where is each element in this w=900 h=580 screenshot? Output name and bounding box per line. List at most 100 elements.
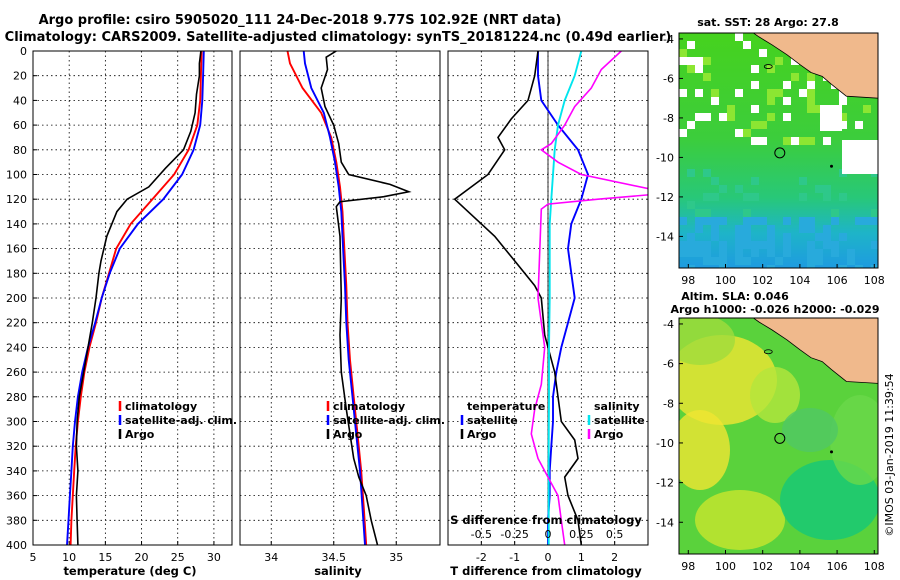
sst-pixel xyxy=(687,249,695,257)
temperature-legend-label: Argo xyxy=(125,428,155,441)
sst-pixel xyxy=(783,137,791,145)
sst-pixel xyxy=(831,249,839,257)
sst-pixel xyxy=(711,233,719,241)
sst-pixel xyxy=(855,265,863,268)
sst-pixel xyxy=(735,249,743,257)
map-lat-tick-label: -6 xyxy=(663,358,674,371)
sst-pixel xyxy=(815,257,823,265)
sla-anomaly-blob xyxy=(830,395,878,485)
sst-pixel xyxy=(695,57,703,65)
depth-tick-label: 220 xyxy=(6,317,27,330)
sst-pixel xyxy=(687,121,695,129)
difference-panel-frame xyxy=(447,50,649,546)
sst-pixel xyxy=(815,233,823,241)
christmas-island xyxy=(830,164,834,168)
sst-pixel xyxy=(719,113,727,121)
sst-pixel xyxy=(711,217,719,225)
sst-pixel xyxy=(751,137,759,145)
x-tick-label: -1 xyxy=(509,551,520,564)
series-line-t-satellite xyxy=(537,51,590,545)
sst-pixel xyxy=(871,241,878,249)
map-lat-tick-label: -12 xyxy=(656,191,674,204)
map-lon-tick-label: 108 xyxy=(864,274,885,287)
sst-pixel xyxy=(735,33,743,41)
sst-land xyxy=(752,33,878,99)
s-legend-header: salinity xyxy=(594,400,640,413)
x-tick-label: 34 xyxy=(264,551,278,564)
sst-pixel xyxy=(751,65,759,73)
sst-pixel xyxy=(839,97,847,105)
sst-pixel xyxy=(767,113,775,121)
sst-pixel xyxy=(751,249,759,257)
series-line-satellite-adj-clim- xyxy=(66,51,205,545)
sst-pixel xyxy=(823,185,831,193)
sst-pixel xyxy=(719,257,727,265)
sst-pixel xyxy=(679,241,687,249)
sst-pixel xyxy=(703,249,711,257)
sst-pixel xyxy=(711,193,719,201)
s-diff-tick-label: 0 xyxy=(545,528,552,541)
depth-tick-label: 400 xyxy=(6,539,27,552)
sla-argo-marker xyxy=(774,432,786,444)
temperature-axis-label: temperature (deg C) xyxy=(63,564,196,578)
sst-pixel xyxy=(855,217,863,225)
sst-pixel xyxy=(735,257,743,265)
sst-pixel xyxy=(703,257,711,265)
sst-pixel xyxy=(871,209,878,217)
depth-tick-label: 260 xyxy=(6,366,27,379)
map-lon-tick-label: 106 xyxy=(827,560,848,573)
x-tick-label: 0 xyxy=(545,551,552,564)
sst-pixel xyxy=(775,257,783,265)
sst-pixel xyxy=(751,193,759,201)
sst-pixel xyxy=(767,65,775,73)
temperature-panel-frame xyxy=(32,50,233,546)
s-diff-tick-label: -0.25 xyxy=(500,528,528,541)
sst-pixel xyxy=(783,241,791,249)
sst-pixel xyxy=(751,177,759,185)
sst-pixel xyxy=(839,121,847,129)
figure-title-line2: Climatology: CARS2009. Satellite-adjuste… xyxy=(5,30,672,45)
small-island xyxy=(763,64,773,69)
sst-pixel xyxy=(839,233,847,241)
sla-anomaly-blob xyxy=(679,410,730,490)
map-lat-tick-label: -14 xyxy=(656,230,674,243)
sla-anomaly-blob xyxy=(782,408,838,452)
sst-pixel xyxy=(807,105,815,113)
depth-tick-label: 120 xyxy=(6,193,27,206)
sla-map-title-line2: Argo h1000: -0.026 h2000: -0.029 xyxy=(670,303,879,316)
sst-pixel xyxy=(751,121,759,129)
sst-pixel xyxy=(807,249,815,257)
sst-map: sat. SST: 28 Argo: 27.8 98 100 102 104 106 10… xyxy=(656,16,885,287)
temperature-panel: 0 20 40 60 80 100 120 140 160 180 200 220 240 260 280 3… xyxy=(6,45,237,578)
x-tick-label: 5 xyxy=(30,551,37,564)
sst-pixel xyxy=(791,137,799,145)
sst-pixel xyxy=(695,225,703,233)
sst-pixel xyxy=(711,257,719,265)
sst-pixel xyxy=(711,225,719,233)
sst-pixel xyxy=(823,193,831,201)
depth-tick-label: 0 xyxy=(20,45,27,58)
series-line-t-argo xyxy=(453,51,583,545)
sst-pixel xyxy=(687,265,695,268)
sst-pixel xyxy=(695,241,703,249)
sst-pixel xyxy=(783,233,791,241)
sst-pixel xyxy=(783,81,791,89)
depth-tick-label: 180 xyxy=(6,267,27,280)
sst-pixel xyxy=(767,225,775,233)
small-island xyxy=(763,349,773,355)
sst-map-title: sat. SST: 28 Argo: 27.8 xyxy=(697,16,839,29)
depth-tick-label: 160 xyxy=(6,243,27,256)
depth-tick-label: 340 xyxy=(6,465,27,478)
sst-pixel xyxy=(743,233,751,241)
depth-tick-label: 360 xyxy=(6,490,27,503)
sst-map-frame xyxy=(678,32,879,269)
depth-tick-label: 100 xyxy=(6,169,27,182)
sst-pixel xyxy=(839,113,847,121)
sst-pixel xyxy=(735,233,743,241)
sst-pixel xyxy=(679,249,687,257)
s-difference-axis-label: S difference from climatology xyxy=(450,513,642,527)
sst-pixel xyxy=(807,265,815,268)
map-lat-tick-label: -6 xyxy=(663,72,674,85)
map-lon-tick-label: 104 xyxy=(789,274,810,287)
